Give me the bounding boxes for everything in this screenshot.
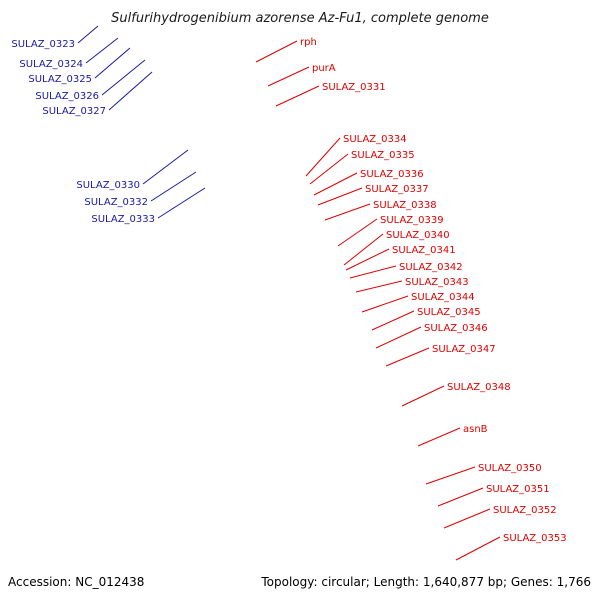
left-leader-line <box>94 47 131 79</box>
left-leader-line <box>150 171 197 202</box>
right-gene-label[interactable]: SULAZ_0339 <box>380 215 444 226</box>
left-gene-label[interactable]: SULAZ_0330 <box>76 180 140 191</box>
right-leader-line <box>443 508 491 529</box>
left-leader-line <box>85 37 119 64</box>
right-leader-line <box>313 172 358 196</box>
left-gene-label[interactable]: SULAZ_0332 <box>84 197 148 208</box>
right-gene-label[interactable]: SULAZ_0337 <box>365 184 429 195</box>
right-gene-label[interactable]: SULAZ_0353 <box>503 533 567 544</box>
right-leader-line <box>337 218 378 247</box>
right-gene-label[interactable]: SULAZ_0331 <box>322 82 386 93</box>
right-gene-label[interactable]: SULAZ_0338 <box>373 200 437 211</box>
left-gene-label[interactable]: SULAZ_0324 <box>19 59 83 70</box>
right-leader-line <box>425 466 476 485</box>
right-leader-line <box>349 265 397 279</box>
right-leader-line <box>267 66 310 87</box>
right-gene-label[interactable]: SULAZ_0341 <box>392 245 456 256</box>
right-gene-label[interactable]: SULAZ_0342 <box>399 262 463 273</box>
left-gene-label[interactable]: SULAZ_0333 <box>91 214 155 225</box>
left-leader-line <box>108 71 153 111</box>
left-leader-line <box>142 149 189 185</box>
right-leader-line <box>455 536 501 561</box>
right-gene-label[interactable]: SULAZ_0345 <box>417 307 481 318</box>
right-leader-line <box>345 248 390 271</box>
left-gene-label[interactable]: SULAZ_0323 <box>11 39 75 50</box>
right-gene-label[interactable]: SULAZ_0351 <box>486 484 550 495</box>
topology-text: Topology: circular; Length: 1,640,877 bp… <box>260 575 591 589</box>
left-leader-line <box>77 25 99 44</box>
right-leader-line <box>305 137 341 177</box>
right-gene-label[interactable]: SULAZ_0335 <box>351 150 415 161</box>
right-gene-label[interactable]: SULAZ_0336 <box>360 169 424 180</box>
accession-text: Accession: NC_012438 <box>8 575 144 589</box>
left-gene-label[interactable]: SULAZ_0327 <box>42 106 106 117</box>
right-leader-line <box>361 295 409 313</box>
right-gene-label[interactable]: SULAZ_0334 <box>343 134 407 145</box>
right-gene-label[interactable]: SULAZ_0344 <box>411 292 475 303</box>
left-gene-label[interactable]: SULAZ_0326 <box>35 91 99 102</box>
labels-layer: SULAZ_0323 SULAZ_0324 SULAZ_0325 SULAZ_0326… <box>11 25 567 561</box>
map-title: Sulfurihydrogenibium azorense Az-Fu1, co… <box>111 11 489 26</box>
right-leader-line <box>375 326 422 349</box>
right-leader-line <box>317 187 363 206</box>
left-leader-line <box>157 187 206 219</box>
right-leader-line <box>385 347 430 367</box>
right-leader-line <box>355 280 403 293</box>
right-leader-line <box>343 233 384 266</box>
right-gene-label[interactable]: SULAZ_0340 <box>386 230 450 241</box>
right-gene-label[interactable]: SULAZ_0352 <box>493 505 557 516</box>
right-leader-line <box>324 203 371 221</box>
right-leader-line <box>309 153 349 185</box>
right-gene-label[interactable]: SULAZ_0347 <box>432 344 496 355</box>
right-leader-line <box>255 40 298 63</box>
right-leader-line <box>437 487 484 507</box>
right-leader-line <box>275 85 320 107</box>
right-gene-label[interactable]: asnB <box>463 424 488 435</box>
right-gene-label[interactable]: SULAZ_0350 <box>478 463 542 474</box>
right-gene-label[interactable]: purA <box>312 63 336 74</box>
left-gene-label[interactable]: SULAZ_0325 <box>28 74 92 85</box>
right-gene-label[interactable]: rph <box>300 37 317 48</box>
right-gene-label[interactable]: SULAZ_0346 <box>424 323 488 334</box>
right-leader-line <box>371 310 415 331</box>
right-leader-line <box>401 385 445 407</box>
left-leader-line <box>101 59 146 96</box>
right-gene-label[interactable]: SULAZ_0343 <box>405 277 469 288</box>
right-leader-line <box>417 427 461 447</box>
right-gene-label[interactable]: SULAZ_0348 <box>447 382 511 393</box>
